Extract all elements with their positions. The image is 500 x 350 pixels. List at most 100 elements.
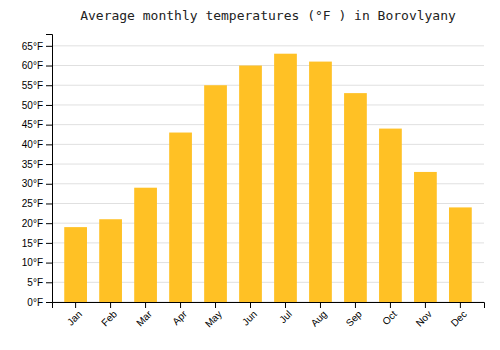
y-tick-label: 40°F: [22, 139, 43, 150]
y-tick: 0°F: [27, 297, 52, 308]
x-tick: Jan: [65, 302, 84, 328]
x-tick-label: Oct: [380, 308, 399, 327]
x-tick: Jul: [277, 302, 294, 325]
y-tick: 30°F: [22, 178, 52, 189]
bar: [344, 93, 367, 302]
x-tick-label: Jun: [240, 308, 259, 327]
y-tick-mark: [46, 164, 52, 165]
y-tick: 35°F: [22, 159, 52, 170]
x-tick: Apr: [170, 302, 189, 327]
grid-line: [52, 104, 484, 105]
y-tick-mark: [46, 263, 52, 264]
x-tick-mark: [390, 302, 391, 308]
x-tick-mark: [460, 302, 461, 308]
grid-line: [52, 164, 484, 165]
x-tick: Dec: [449, 302, 469, 329]
y-tick-label: 55°F: [22, 80, 43, 91]
grid: [52, 46, 484, 302]
grid-line: [52, 65, 484, 66]
grid-line: [52, 45, 484, 46]
y-tick-mark: [46, 302, 52, 303]
y-axis: 0°F 5°F 10°F 15°F 20°F 25°F 30°F 35°F 40°F 45°F 50…: [22, 35, 53, 308]
y-tick-label: 15°F: [22, 238, 43, 249]
bar: [169, 133, 192, 302]
grid-line: [52, 85, 484, 86]
x-tick-label: Jul: [277, 308, 294, 325]
y-tick-mark: [46, 282, 52, 283]
y-tick-mark: [46, 46, 52, 47]
y-tick: 55°F: [22, 80, 52, 91]
x-tick-mark: [425, 302, 426, 308]
plot-area: 0°F 5°F 10°F 15°F 20°F 25°F 30°F 35°F 40°F 45°F 50…: [22, 35, 485, 330]
x-tick-mark: [180, 302, 181, 308]
x-tick-mark: [320, 302, 321, 308]
bar: [309, 62, 332, 302]
bar: [204, 85, 227, 302]
grid-line: [52, 144, 484, 145]
y-tick-label: 65°F: [22, 41, 43, 52]
x-tick-label: Jan: [65, 308, 84, 327]
grid-line: [52, 124, 484, 125]
y-tick-mark: [46, 184, 52, 185]
y-tick: 60°F: [22, 60, 52, 71]
x-tick-mark: [285, 302, 286, 308]
x-tick-mark: [215, 302, 216, 308]
y-tick: 20°F: [22, 218, 52, 229]
y-tick-mark: [46, 85, 52, 86]
y-tick-label: 50°F: [22, 100, 43, 111]
y-tick: 10°F: [22, 257, 52, 268]
y-tick-mark: [46, 203, 52, 204]
y-tick: 25°F: [22, 198, 52, 209]
x-tick-label: Nov: [414, 308, 434, 328]
bar: [449, 207, 472, 302]
chart: 0°F 5°F 10°F 15°F 20°F 25°F 30°F 35°F 40°F 45°F 50…: [0, 0, 500, 350]
x-tick-label: Sep: [344, 308, 365, 329]
x-tick-label: May: [203, 308, 224, 329]
y-tick: 45°F: [22, 119, 52, 130]
bars: [64, 54, 472, 302]
x-axis-line: [53, 303, 485, 309]
y-tick-label: 25°F: [22, 198, 43, 209]
x-tick-label: Feb: [99, 308, 119, 328]
y-tick-mark: [46, 105, 52, 106]
x-tick-label: Dec: [449, 308, 469, 328]
x-tick: Mar: [134, 302, 154, 328]
y-tick-label: 20°F: [22, 218, 43, 229]
x-tick: Oct: [380, 302, 399, 327]
bar: [99, 219, 122, 302]
x-tick: May: [203, 302, 224, 330]
bar: [239, 66, 262, 302]
y-axis-line: [46, 35, 53, 303]
x-tick: Jun: [240, 302, 259, 328]
y-tick-label: 30°F: [22, 178, 43, 189]
y-tick: 50°F: [22, 100, 52, 111]
x-tick-mark: [250, 302, 251, 308]
y-tick: 40°F: [22, 139, 52, 150]
y-tick-label: 0°F: [27, 297, 43, 308]
y-tick: 65°F: [22, 41, 52, 52]
y-tick-label: 45°F: [22, 119, 43, 130]
x-tick-mark: [110, 302, 111, 308]
y-tick-label: 35°F: [22, 159, 43, 170]
x-tick-label: Aug: [309, 308, 329, 328]
bar: [134, 188, 157, 302]
x-tick-mark: [145, 302, 146, 308]
x-tick-mark: [75, 302, 76, 308]
y-tick-label: 10°F: [22, 257, 43, 268]
bar: [379, 129, 402, 302]
x-tick-label: Mar: [134, 308, 154, 328]
y-tick-label: 5°F: [27, 277, 43, 288]
y-tick-mark: [46, 125, 52, 126]
x-tick: Nov: [414, 302, 434, 329]
x-tick: Aug: [309, 302, 329, 329]
y-tick-mark: [46, 66, 52, 67]
x-tick: Sep: [344, 302, 365, 329]
bar: [274, 54, 297, 302]
x-tick: Feb: [99, 302, 119, 328]
x-tick-label: Apr: [170, 308, 189, 327]
x-tick-mark: [355, 302, 356, 308]
y-tick-mark: [46, 144, 52, 145]
bar: [414, 172, 437, 302]
title: Average monthly temperatures (°F ) in Bo…: [80, 8, 456, 23]
y-tick-mark: [46, 243, 52, 244]
